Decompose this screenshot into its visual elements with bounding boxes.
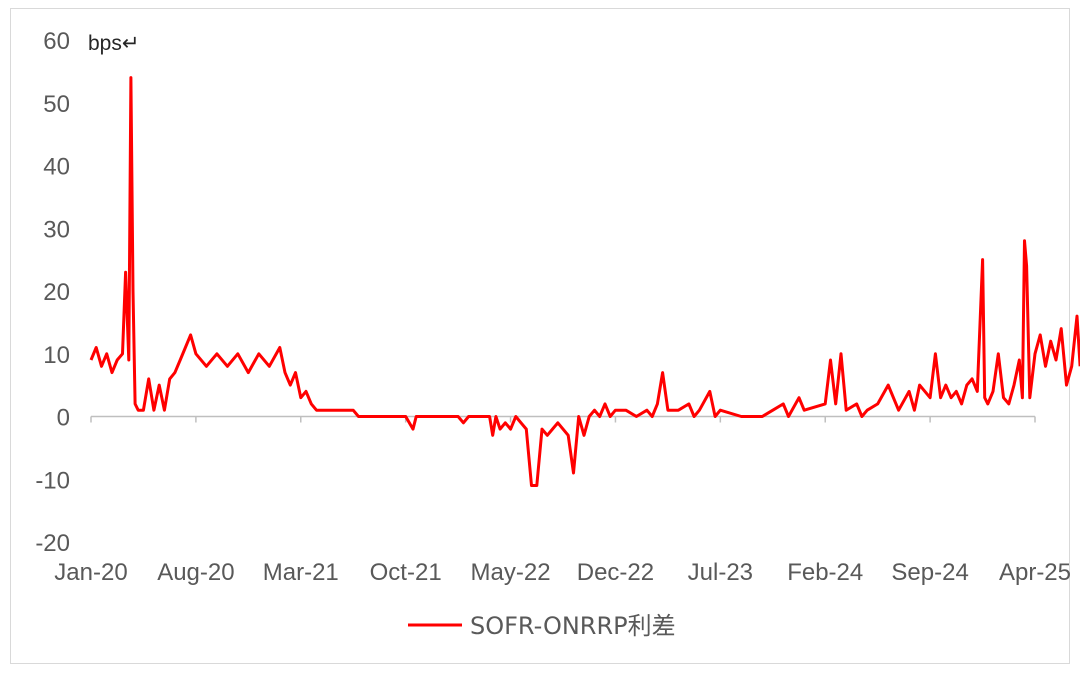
legend-label: SOFR-ONRRP利差 <box>470 612 676 640</box>
chart-frame <box>10 8 1070 664</box>
y-tick-label: 0 <box>57 405 70 432</box>
x-axis: Jan-20 Aug-20 Mar-21 Oct-21 May-22 Dec-22 Jul-… <box>54 559 1071 586</box>
y-tick-label: 60 <box>43 28 70 55</box>
x-axis-tick-marks <box>90 416 1036 423</box>
x-tick-label: Jul-23 <box>688 559 753 586</box>
legend: SOFR-ONRRP利差 <box>408 612 676 640</box>
y-tick-label: 40 <box>43 154 70 181</box>
x-tick-label: Feb-24 <box>787 559 863 586</box>
series-line-sofr-onrrp <box>89 76 1080 487</box>
y-tick-label: 50 <box>43 91 70 118</box>
y-axis-unit-label: bps↵ <box>88 32 139 55</box>
x-tick-label: Oct-21 <box>370 559 442 586</box>
x-tick-label: Jan-20 <box>54 559 127 586</box>
x-tick-label: Sep-24 <box>891 559 968 586</box>
x-tick-label: Dec-22 <box>577 559 654 586</box>
x-tick-label: Apr-25 <box>999 559 1071 586</box>
x-tick-label: May-22 <box>471 559 551 586</box>
y-tick-label: 30 <box>43 216 70 243</box>
y-tick-label: 10 <box>43 342 70 369</box>
y-axis: 60 50 40 30 20 10 0 -10 -20 <box>35 28 70 557</box>
y-tick-label: 20 <box>43 279 70 306</box>
y-tick-label: -10 <box>35 467 70 494</box>
x-tick-label: Aug-20 <box>157 559 234 586</box>
y-tick-label: -20 <box>35 530 70 557</box>
x-tick-label: Mar-21 <box>263 559 339 586</box>
